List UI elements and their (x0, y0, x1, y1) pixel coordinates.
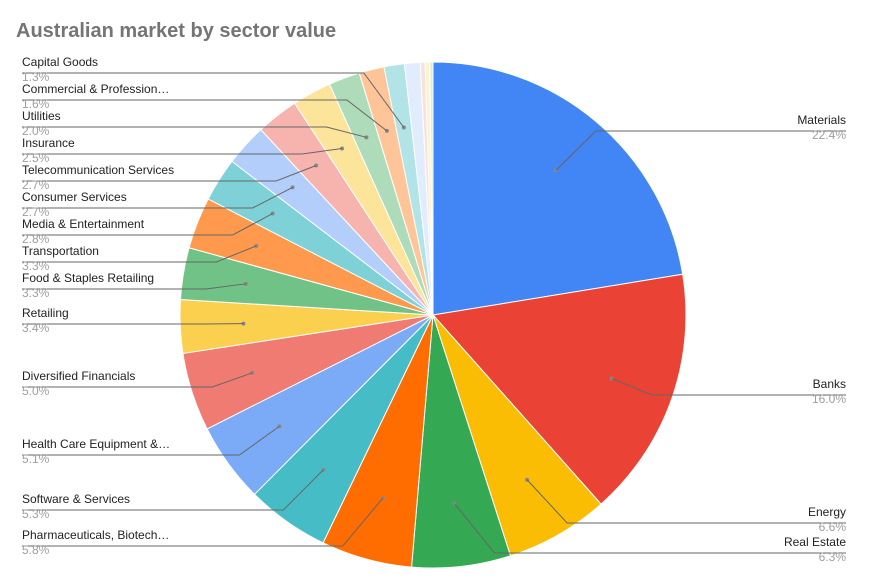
slice-percent-diversified-financials: 5.0% (22, 384, 50, 398)
slice-label-telecommunication-services: Telecommunication Services (22, 163, 174, 177)
slice-percent-commercial-profession: 1.6% (22, 97, 50, 111)
slice-percent-real-estate: 6.3% (819, 550, 847, 564)
slice-percent-materials: 22.4% (812, 128, 846, 142)
slice-percent-energy: 6.6% (819, 520, 847, 534)
slice-label-energy: Energy (808, 505, 846, 519)
slice-percent-software-services: 5.3% (22, 507, 50, 521)
slice-percent-food-staples-retailing: 3.3% (22, 286, 50, 300)
slice-label-health-care-equipment: Health Care Equipment &… (22, 437, 170, 451)
leader-line-pharmaceuticals-biotech (22, 497, 384, 547)
leader-line-banks (611, 378, 846, 396)
leader-line-software-services (22, 469, 324, 511)
slice-label-utilities: Utilities (22, 109, 61, 123)
slice-label-pharmaceuticals-biotech: Pharmaceuticals, Biotech… (22, 528, 169, 542)
slice-label-food-staples-retailing: Food & Staples Retailing (22, 271, 154, 285)
slice-label-real-estate: Real Estate (784, 535, 846, 549)
slice-percent-transportation: 3.3% (22, 259, 50, 273)
slice-percent-insurance: 2.5% (22, 151, 50, 165)
leader-line-consumer-services (22, 186, 293, 209)
slice-label-consumer-services: Consumer Services (22, 190, 127, 204)
slice-label-transportation: Transportation (22, 244, 99, 258)
pie-slices (179, 61, 687, 569)
leader-line-food-staples-retailing (22, 283, 246, 290)
leader-line-materials (555, 130, 846, 171)
leader-line-energy (526, 479, 846, 524)
leader-line-transportation (22, 245, 257, 263)
leader-line-commercial-profession (22, 99, 388, 132)
leader-line-diversified-financials (22, 372, 253, 388)
leader-line-insurance (22, 147, 343, 155)
leader-line-health-care-equipment (22, 425, 280, 456)
pie-slice-banks (432, 273, 687, 505)
leader-line-capital-goods (22, 72, 405, 128)
slice-percent-banks: 16.0% (812, 392, 846, 406)
pie-slice-materials (432, 61, 684, 316)
slice-label-media-entertainment: Media & Entertainment (22, 217, 145, 231)
slice-percent-utilities: 2.0% (22, 124, 50, 138)
slice-percent-capital-goods: 1.3% (22, 70, 50, 84)
slice-percent-media-entertainment: 2.8% (22, 232, 50, 246)
slice-label-diversified-financials: Diversified Financials (22, 369, 135, 383)
pie-slice-unlabeled-21 (429, 61, 434, 316)
leader-line-telecommunication-services (22, 165, 317, 182)
chart-title: Australian market by sector value (16, 20, 336, 42)
slice-percent-consumer-services: 2.7% (22, 205, 50, 219)
slice-percent-health-care-equipment: 5.1% (22, 452, 50, 466)
slice-label-software-services: Software & Services (22, 492, 130, 506)
leader-line-media-entertainment (22, 213, 273, 236)
leader-line-utilities (22, 126, 367, 138)
slice-percent-retailing: 3.4% (22, 321, 50, 335)
slice-label-materials: Materials (797, 113, 846, 127)
slice-percent-telecommunication-services: 2.7% (22, 178, 50, 192)
slice-label-banks: Banks (813, 377, 846, 391)
slice-label-commercial-profession: Commercial & Profession… (22, 82, 169, 96)
slice-percent-pharmaceuticals-biotech: 5.8% (22, 543, 50, 557)
leader-line-real-estate (454, 503, 846, 554)
slice-label-capital-goods: Capital Goods (22, 55, 98, 69)
slice-label-retailing: Retailing (22, 306, 69, 320)
slice-label-insurance: Insurance (22, 136, 75, 150)
